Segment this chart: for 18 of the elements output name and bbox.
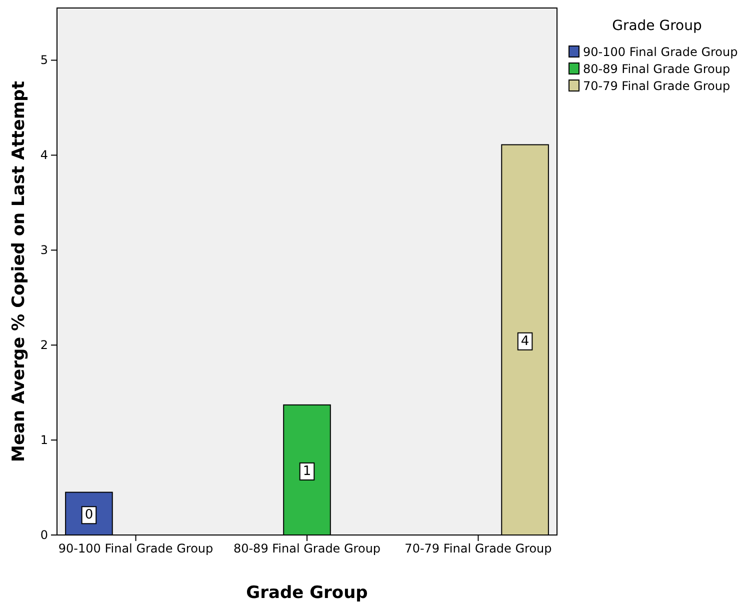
legend-title: Grade Group: [612, 18, 702, 34]
legend-label: 70-79 Final Grade Group: [583, 79, 730, 93]
y-tick-label: 3: [40, 242, 48, 257]
y-tick-label: 1: [40, 432, 48, 447]
data-label: 0: [84, 508, 94, 523]
x-tick-label: 80-89 Final Grade Group: [233, 542, 381, 556]
y-tick-label: 2: [40, 338, 48, 352]
legend-label: 90-100 Final Grade Group: [583, 45, 738, 59]
x-tick-label: 90-100 Final Grade Group: [58, 542, 214, 556]
legend-label: 80-89 Final Grade Group: [583, 62, 730, 76]
y-tick-label: 4: [40, 148, 48, 162]
y-axis-title: Mean Averge % Copied on Last Attempt: [9, 81, 29, 462]
x-tick-label: 70-79 Final Grade Group: [404, 542, 552, 556]
y-tick-label: 0: [40, 528, 48, 542]
data-label: 4: [520, 334, 530, 349]
y-tick-label: 5: [40, 53, 48, 68]
x-axis-title: Grade Group: [246, 583, 368, 603]
data-label: 1: [302, 464, 312, 479]
